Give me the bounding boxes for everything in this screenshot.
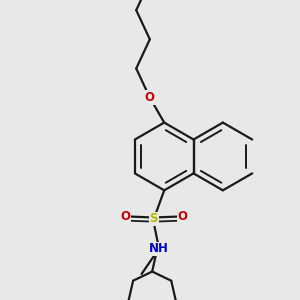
Text: NH: NH (149, 242, 169, 256)
Text: O: O (178, 210, 188, 223)
Text: S: S (149, 212, 158, 226)
Text: O: O (120, 210, 130, 223)
Text: O: O (145, 91, 155, 104)
